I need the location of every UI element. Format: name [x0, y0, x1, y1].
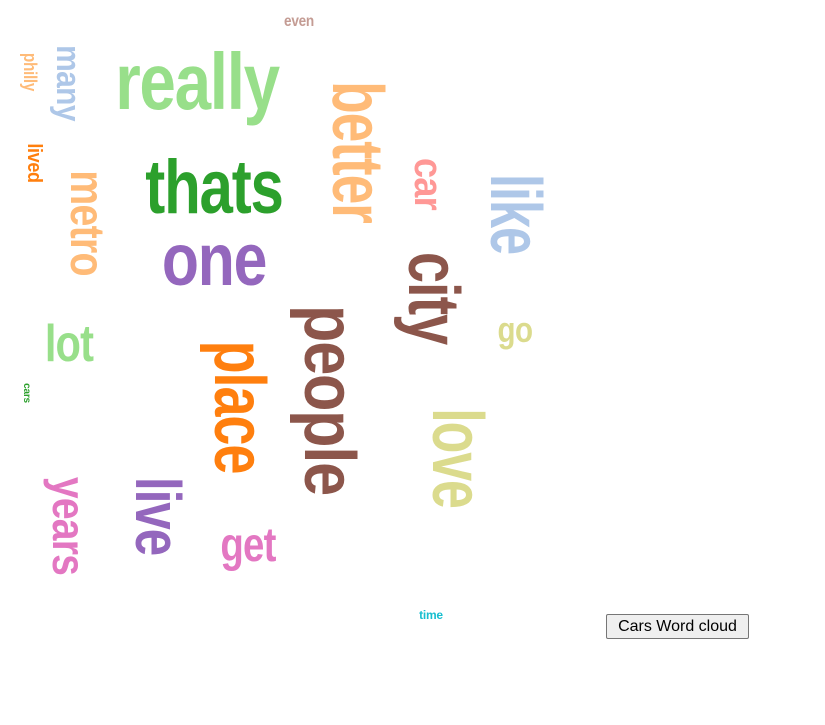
word-lot: lot — [44, 315, 94, 373]
word-philly: philly — [20, 52, 40, 92]
word-city: city — [393, 251, 473, 345]
cars-word-cloud-button[interactable]: Cars Word cloud — [606, 614, 749, 639]
word-go: go — [497, 309, 533, 350]
word-live: live — [122, 476, 194, 556]
word-people: people — [289, 305, 369, 495]
word-thats: thats — [145, 145, 284, 230]
word-metro: metro — [60, 170, 113, 276]
word-get: get — [220, 519, 276, 572]
word-one: one — [161, 218, 267, 301]
word-cars: cars — [21, 383, 32, 403]
word-better: better — [317, 81, 397, 223]
word-really: really — [115, 37, 280, 126]
word-car: car — [406, 158, 450, 210]
word-many: many — [49, 45, 87, 121]
word-years: years — [43, 476, 95, 576]
word-place: place — [199, 340, 279, 474]
word-love: love — [417, 408, 497, 508]
word-cloud: really thats one better people city place love l… — [20, 13, 555, 622]
word-like: like — [475, 173, 555, 255]
word-even: even — [284, 13, 314, 30]
word-lived: lived — [23, 143, 45, 183]
word-time: time — [419, 608, 443, 622]
